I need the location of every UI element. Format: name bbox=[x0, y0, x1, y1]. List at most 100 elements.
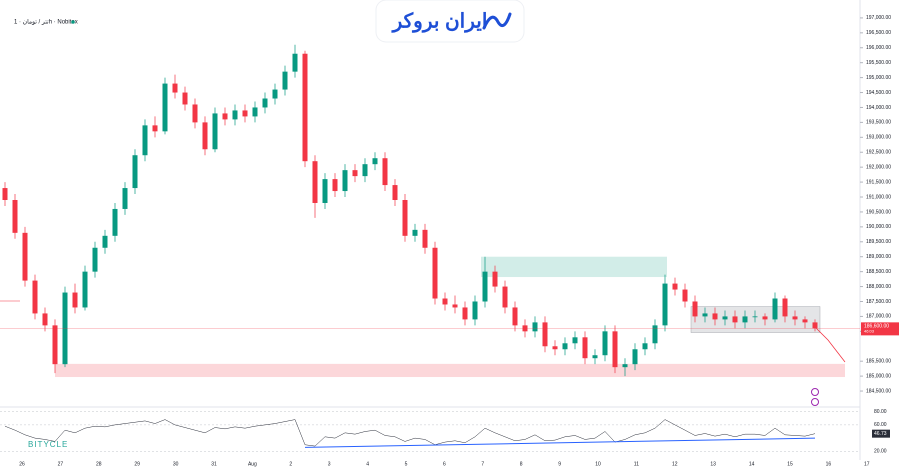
candle-body bbox=[142, 125, 148, 156]
candle-body bbox=[772, 298, 778, 320]
logo-icon bbox=[482, 12, 512, 30]
y-tick-label: 195,500.00 bbox=[866, 60, 891, 66]
y-tick-label: 193,000.00 bbox=[866, 135, 891, 141]
candle-body bbox=[432, 247, 438, 299]
x-tick-label: 12 bbox=[672, 461, 678, 467]
y-tick-label: 189,500.00 bbox=[866, 239, 891, 245]
candle-body bbox=[132, 155, 138, 189]
y-tick-label: 184,500.00 bbox=[866, 388, 891, 394]
candle-body bbox=[212, 113, 218, 150]
candle-body bbox=[792, 316, 798, 320]
y-tick-label: 189,000.00 bbox=[866, 254, 891, 260]
rsi-tick-label: 60.00 bbox=[874, 422, 887, 428]
y-tick-label: 194,000.00 bbox=[866, 105, 891, 111]
candle-body bbox=[552, 346, 558, 350]
candle-body bbox=[92, 247, 98, 272]
candle-body bbox=[182, 92, 188, 105]
candle-body bbox=[712, 313, 718, 320]
x-tick-label: 2 bbox=[289, 461, 292, 467]
candle-body bbox=[762, 316, 768, 320]
candle-body bbox=[722, 316, 728, 320]
y-tick-label: 192,500.00 bbox=[866, 150, 891, 156]
candle-body bbox=[32, 280, 38, 314]
y-tick-label: 191,000.00 bbox=[866, 194, 891, 200]
candle-body bbox=[392, 185, 398, 200]
candle-body bbox=[572, 337, 578, 344]
chart-header: تتر / تومان · 1h · Nobitex bbox=[14, 19, 78, 26]
candle-body bbox=[662, 283, 668, 326]
candle-body bbox=[672, 283, 678, 290]
rsi-tick-label: 20.00 bbox=[874, 449, 887, 455]
event-icon bbox=[811, 398, 819, 406]
candle-body bbox=[732, 316, 738, 323]
candle-body bbox=[742, 316, 748, 323]
x-tick-label: 31 bbox=[211, 461, 217, 467]
x-tick-label: 26 bbox=[19, 461, 25, 467]
x-tick-label: 27 bbox=[58, 461, 64, 467]
candle-body bbox=[122, 188, 128, 209]
candle-body bbox=[442, 298, 448, 305]
candle-body bbox=[302, 53, 308, 162]
y-tick-label: 192,000.00 bbox=[866, 164, 891, 170]
x-tick-label: 6 bbox=[443, 461, 446, 467]
x-tick-label: 29 bbox=[134, 461, 140, 467]
candle-body bbox=[12, 200, 18, 233]
y-tick-label: 190,500.00 bbox=[866, 209, 891, 215]
x-tick-label: 4 bbox=[366, 461, 369, 467]
candle-body bbox=[622, 364, 628, 368]
candle-body bbox=[292, 53, 298, 72]
candle-body bbox=[482, 271, 488, 302]
x-tick-label: 28 bbox=[96, 461, 102, 467]
candle-body bbox=[632, 349, 638, 365]
countdown: 46:03 bbox=[864, 328, 875, 333]
candle-body bbox=[502, 286, 508, 308]
candle-body bbox=[782, 298, 788, 317]
x-tick-label: 3 bbox=[328, 461, 331, 467]
candle-body bbox=[332, 179, 338, 192]
candle-body bbox=[402, 200, 408, 236]
x-tick-label: 13 bbox=[710, 461, 716, 467]
candle-body bbox=[152, 125, 158, 132]
candle-body bbox=[22, 232, 28, 281]
candle-body bbox=[262, 98, 268, 108]
candle-body bbox=[462, 307, 468, 320]
candle-body bbox=[342, 170, 348, 192]
candle-body bbox=[582, 337, 588, 359]
y-tick-label: 188,000.00 bbox=[866, 284, 891, 290]
y-tick-label: 187,000.00 bbox=[866, 314, 891, 320]
y-tick-label: 196,500.00 bbox=[866, 30, 891, 36]
candle-body bbox=[652, 325, 658, 344]
candle-body bbox=[472, 301, 478, 320]
x-tick-label: 7 bbox=[481, 461, 484, 467]
projection bbox=[814, 326, 846, 363]
rsi-tick-label: 80.00 bbox=[874, 409, 887, 415]
brand: ایران بروکر bbox=[391, 10, 488, 33]
candle-body bbox=[382, 158, 388, 186]
x-tick-label: 30 bbox=[173, 461, 179, 467]
candle-body bbox=[102, 235, 108, 248]
candle-body bbox=[702, 313, 708, 317]
candle-body bbox=[172, 83, 178, 93]
live-dot bbox=[71, 20, 75, 24]
candle-body bbox=[352, 170, 358, 177]
candle-body bbox=[682, 289, 688, 302]
candle-body bbox=[72, 292, 78, 308]
y-tick-label: 185,000.00 bbox=[866, 373, 891, 379]
x-tick-label: 15 bbox=[787, 461, 793, 467]
y-tick-label: 194,500.00 bbox=[866, 90, 891, 96]
x-tick-label: 5 bbox=[405, 461, 408, 467]
candle-body bbox=[2, 188, 8, 200]
candle-body bbox=[542, 322, 548, 347]
logo-box bbox=[375, 0, 525, 43]
zone bbox=[481, 256, 667, 278]
candle-body bbox=[412, 229, 418, 236]
candle-body bbox=[642, 343, 648, 350]
rsi-trendline bbox=[304, 437, 816, 448]
rsi-tag-label: 46.73 bbox=[874, 431, 887, 437]
candle-body bbox=[532, 322, 538, 332]
candle-body bbox=[562, 343, 568, 350]
x-tick-label: Aug bbox=[248, 461, 257, 467]
candle-body bbox=[492, 271, 498, 287]
candle-body bbox=[202, 122, 208, 150]
candle-body bbox=[372, 158, 378, 165]
